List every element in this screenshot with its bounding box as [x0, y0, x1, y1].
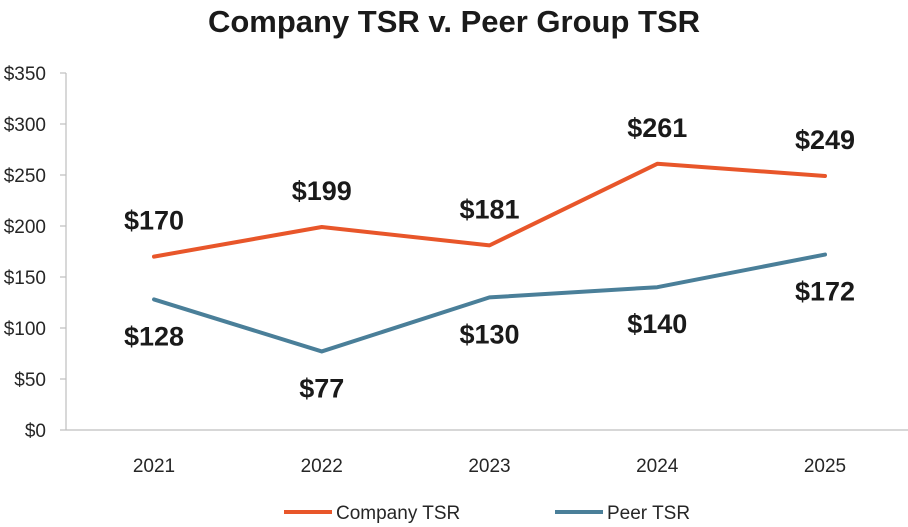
y-tick-label: $200 [4, 217, 46, 238]
chart-axes: $0 $50 $100 $150 $200 $250 $300 $350 2021 2022 202… [4, 64, 908, 477]
legend-label: Company TSR [336, 503, 460, 524]
data-label: $261 [627, 113, 687, 143]
x-tick-label: 2024 [636, 456, 679, 477]
series-line [152, 252, 827, 354]
data-label: $199 [292, 176, 352, 206]
chart-legend: Company TSR Peer TSR [284, 503, 690, 524]
data-label: $140 [627, 309, 687, 339]
y-tick-label: $350 [4, 64, 46, 85]
data-label: $77 [299, 373, 344, 403]
y-tick-label: $300 [4, 115, 46, 136]
y-tick-label: $50 [14, 370, 46, 391]
y-tick-label: $100 [4, 319, 46, 340]
chart-title: Company TSR v. Peer Group TSR [207, 4, 701, 39]
data-labels: $170 $199 $181 $261 $249 $128 $77 $130 $140 $172 [124, 113, 855, 404]
y-tick-label: $150 [4, 268, 46, 289]
data-label: $128 [124, 321, 184, 351]
series-line [152, 161, 827, 259]
y-tick-label: $0 [25, 421, 46, 442]
data-label: $170 [124, 206, 184, 236]
x-tick-label: 2023 [468, 456, 510, 477]
data-label: $130 [459, 319, 519, 349]
data-label: $172 [795, 277, 855, 307]
series-lines [152, 161, 827, 354]
y-tick-label: $250 [4, 166, 46, 187]
x-tick-label: 2021 [133, 456, 175, 477]
x-tick-label: 2022 [301, 456, 343, 477]
x-tick-label: 2025 [804, 456, 846, 477]
data-label: $249 [795, 125, 855, 155]
data-label: $181 [459, 194, 519, 224]
legend-label: Peer TSR [607, 503, 690, 524]
